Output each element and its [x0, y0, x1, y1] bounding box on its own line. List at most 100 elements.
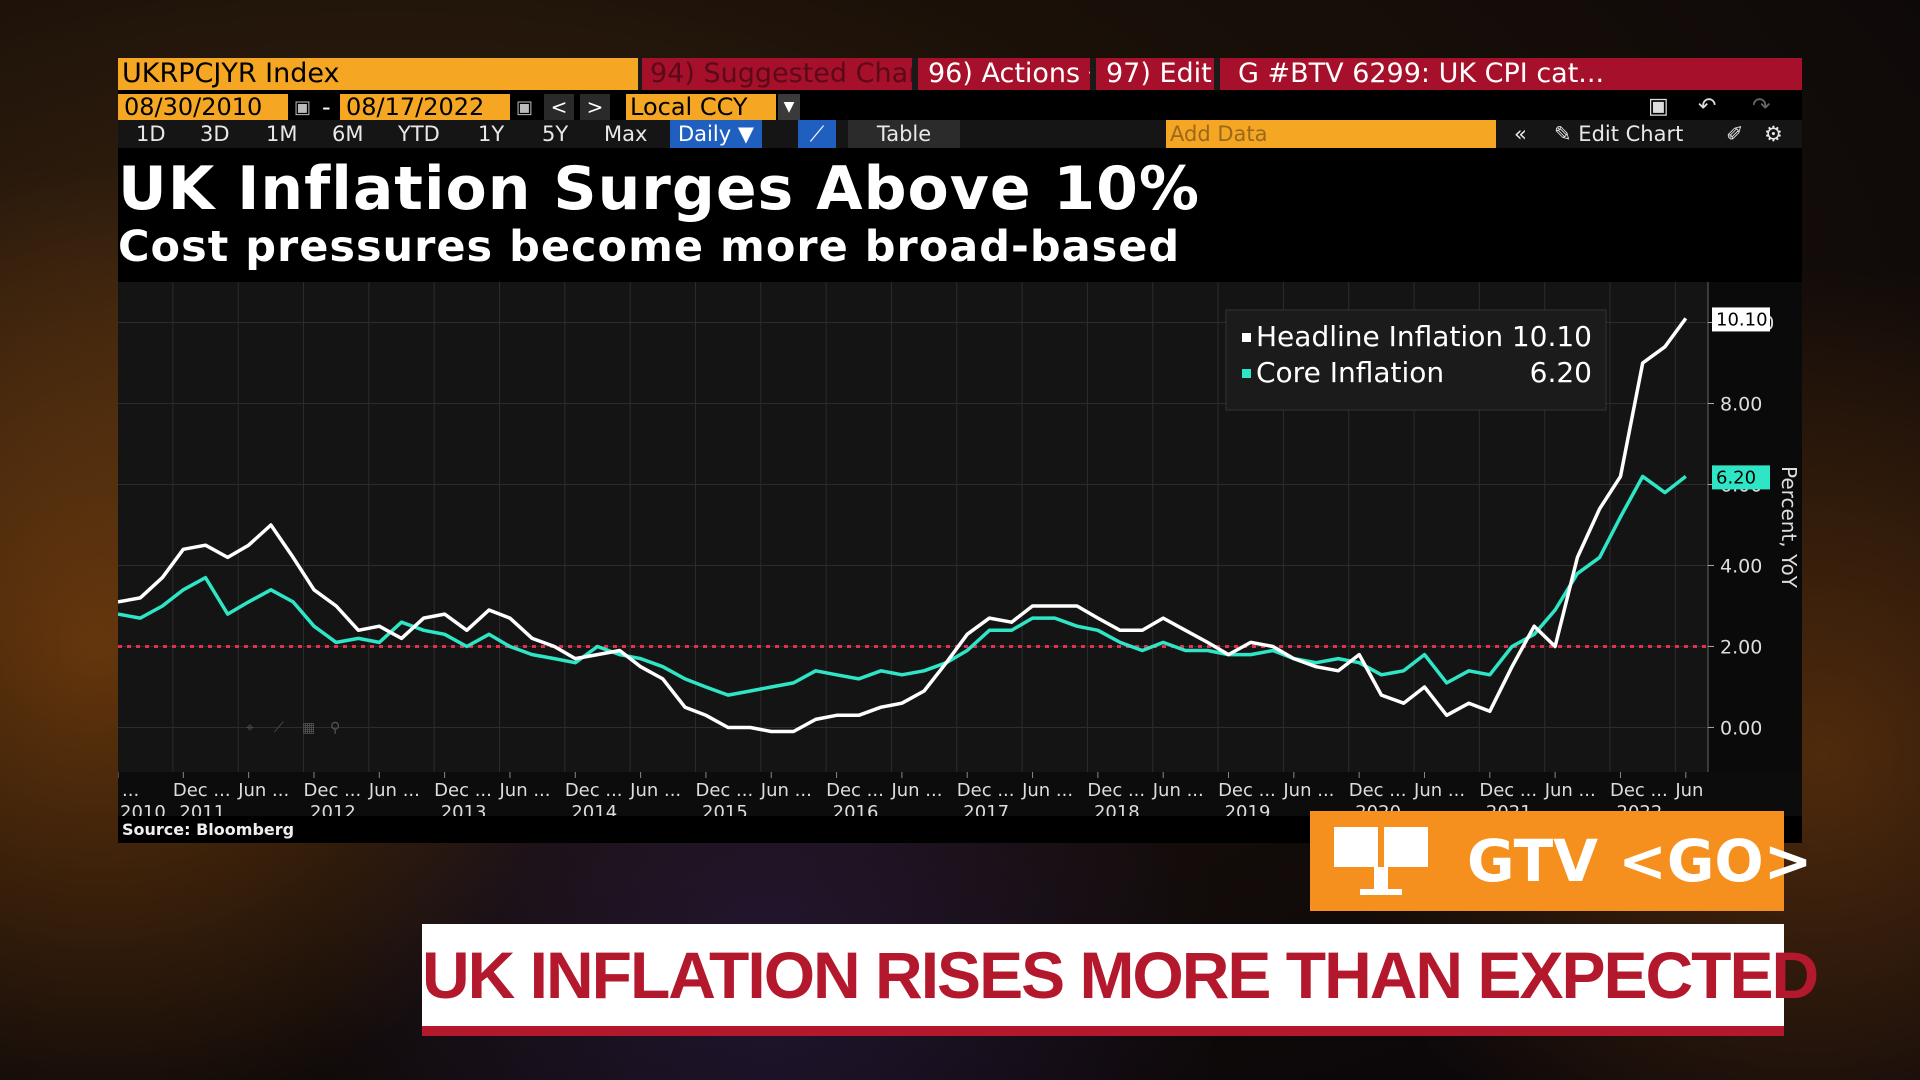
gtv-label: GTV <GO>: [1467, 827, 1813, 895]
line-chart-icon[interactable]: ⟋: [798, 120, 836, 148]
x-tick-label: Dec ...: [1479, 780, 1537, 801]
y-tick-label: 4.00: [1720, 555, 1762, 577]
legend-swatch: [1242, 333, 1251, 342]
x-year-label: 2013: [441, 802, 487, 816]
start-date-field[interactable]: 08/30/2010: [118, 94, 288, 120]
x-tick-label: Jun ...: [1282, 780, 1334, 801]
crosshair-icon[interactable]: ⌖: [246, 720, 254, 736]
legend-label-core: Core Inflation: [1256, 356, 1444, 389]
headline-text: UK INFLATION RISES MORE THAN EXPECTED: [422, 938, 1819, 1012]
core-inflation-line: [118, 474, 1687, 697]
x-year-label: 2010: [120, 802, 166, 816]
y-tick-label: 8.00: [1720, 393, 1762, 415]
source-note: Source: Bloomberg: [122, 820, 295, 839]
y-tick-label: 0.00: [1720, 717, 1762, 739]
period-5y[interactable]: 5Y: [542, 122, 569, 146]
x-year-label: 2012: [310, 802, 356, 816]
headline-last-value-box: [1712, 307, 1770, 332]
x-tick-label: Dec ...: [565, 780, 623, 801]
x-axis-panel: [118, 772, 1802, 816]
period-6m[interactable]: 6M: [332, 122, 364, 146]
x-tick-label: Dec ...: [1349, 780, 1407, 801]
x-tick-label: Jun ...: [890, 780, 942, 801]
chart-subtitle: Cost pressures become more broad-based: [118, 222, 1181, 272]
legend-value-core: 6.20: [1530, 356, 1592, 389]
x-tick-label: ...: [122, 780, 139, 801]
currency-select[interactable]: Local CCY: [626, 94, 776, 120]
collapse-icon[interactable]: «: [1514, 122, 1527, 146]
calendar-icon[interactable]: ▣: [516, 97, 534, 118]
x-tick-label: Jun ...: [629, 780, 681, 801]
chevron-down-icon[interactable]: ▼: [778, 94, 800, 120]
x-tick-label: Dec ...: [1218, 780, 1276, 801]
legend-swatch: [1242, 369, 1251, 378]
x-year-label: 2018: [1094, 802, 1140, 816]
period-max[interactable]: Max: [604, 122, 648, 146]
legend-box: [1225, 309, 1607, 411]
chart-title: UK Inflation Surges Above 10%: [118, 154, 1201, 224]
ticker-field[interactable]: UKRPCJYR Index: [118, 58, 638, 90]
gtv-go-button[interactable]: GTV <GO>: [1310, 811, 1812, 911]
calendar-icon[interactable]: ▣: [294, 97, 312, 118]
gear-icon[interactable]: ⚙: [1764, 122, 1783, 146]
core-last-value-label: 6.20: [1716, 467, 1756, 488]
zoom-icon[interactable]: ⚲: [330, 720, 340, 736]
x-year-label: 2011: [179, 802, 225, 816]
date-separator: -: [322, 93, 331, 121]
period-3d[interactable]: 3D: [200, 122, 230, 146]
undo-icon[interactable]: ↶: [1698, 94, 1717, 119]
edit-chart-button[interactable]: ✎ Edit Chart: [1554, 120, 1683, 148]
x-tick-label: Jun ...: [1021, 780, 1073, 801]
draw-icon[interactable]: ⟋: [274, 720, 284, 736]
x-tick-label: Jun ...: [498, 780, 550, 801]
x-year-label: 2019: [1225, 802, 1271, 816]
x-tick-label: Jun ...: [1413, 780, 1465, 801]
grid-icon[interactable]: ▦: [302, 720, 315, 736]
x-tick-label: Jun: [1674, 780, 1703, 801]
x-tick-label: Dec ...: [957, 780, 1015, 801]
x-tick-label: Jun ...: [368, 780, 420, 801]
edit-menu[interactable]: 97) Edit ▼: [1096, 58, 1214, 90]
add-data-input[interactable]: Add Data: [1166, 120, 1496, 148]
end-date-field[interactable]: 08/17/2022: [340, 94, 510, 120]
bloomberg-terminal-window: UKRPCJYR Index 94) Suggested Charts 96) …: [118, 58, 1802, 843]
legend-label-headline: Headline Inflation: [1256, 320, 1503, 353]
x-tick-label: Dec ...: [695, 780, 753, 801]
x-tick-label: Jun ...: [1152, 780, 1204, 801]
presentation-icon[interactable]: ▣: [1648, 94, 1669, 119]
x-tick-label: Dec ...: [173, 780, 231, 801]
core-last-value-box: [1712, 465, 1770, 490]
pencil-icon: ✎: [1554, 122, 1572, 146]
x-tick-label: Dec ...: [826, 780, 884, 801]
period-ytd[interactable]: YTD: [398, 122, 440, 146]
actions-menu[interactable]: 96) Actions ▼: [918, 58, 1090, 90]
y-axis-label: Percent, YoY: [1777, 466, 1801, 589]
headline-banner: UK INFLATION RISES MORE THAN EXPECTED: [422, 924, 1819, 1036]
inflation-line-chart: 10.008.006.004.002.000.0010.106.20Percen…: [118, 282, 1802, 816]
top-toolbar: UKRPCJYR Index 94) Suggested Charts 96) …: [118, 58, 1802, 90]
redo-icon[interactable]: ↷: [1752, 94, 1771, 119]
x-tick-label: Jun ...: [760, 780, 812, 801]
x-tick-label: Jun ...: [1544, 780, 1596, 801]
table-button[interactable]: Table: [848, 120, 960, 148]
x-year-label: 2017: [963, 802, 1009, 816]
period-1m[interactable]: 1M: [266, 122, 298, 146]
x-tick-label: Jun ...: [237, 780, 289, 801]
period-1y[interactable]: 1Y: [478, 122, 505, 146]
legend-value-headline: 10.10: [1512, 320, 1592, 353]
story-link[interactable]: G #BTV 6299: UK CPI cat...: [1220, 58, 1802, 90]
annotate-icon[interactable]: ✐: [1726, 122, 1744, 146]
frequency-select[interactable]: Daily ▼: [670, 120, 762, 148]
suggested-charts-button[interactable]: 94) Suggested Charts: [642, 58, 912, 90]
frequency-label: Daily: [678, 122, 732, 146]
y-tick-label: 2.00: [1720, 636, 1762, 658]
edit-label: 97) Edit: [1106, 58, 1212, 89]
prev-arrow-icon[interactable]: <: [544, 94, 574, 120]
x-tick-label: Dec ...: [1610, 780, 1668, 801]
headline-last-value-label: 10.10: [1716, 309, 1768, 330]
headline-inflation-line: [118, 317, 1688, 734]
period-1d[interactable]: 1D: [136, 122, 166, 146]
edit-chart-label: Edit Chart: [1578, 122, 1684, 146]
x-year-label: 2014: [571, 802, 617, 816]
next-arrow-icon[interactable]: >: [580, 94, 610, 120]
